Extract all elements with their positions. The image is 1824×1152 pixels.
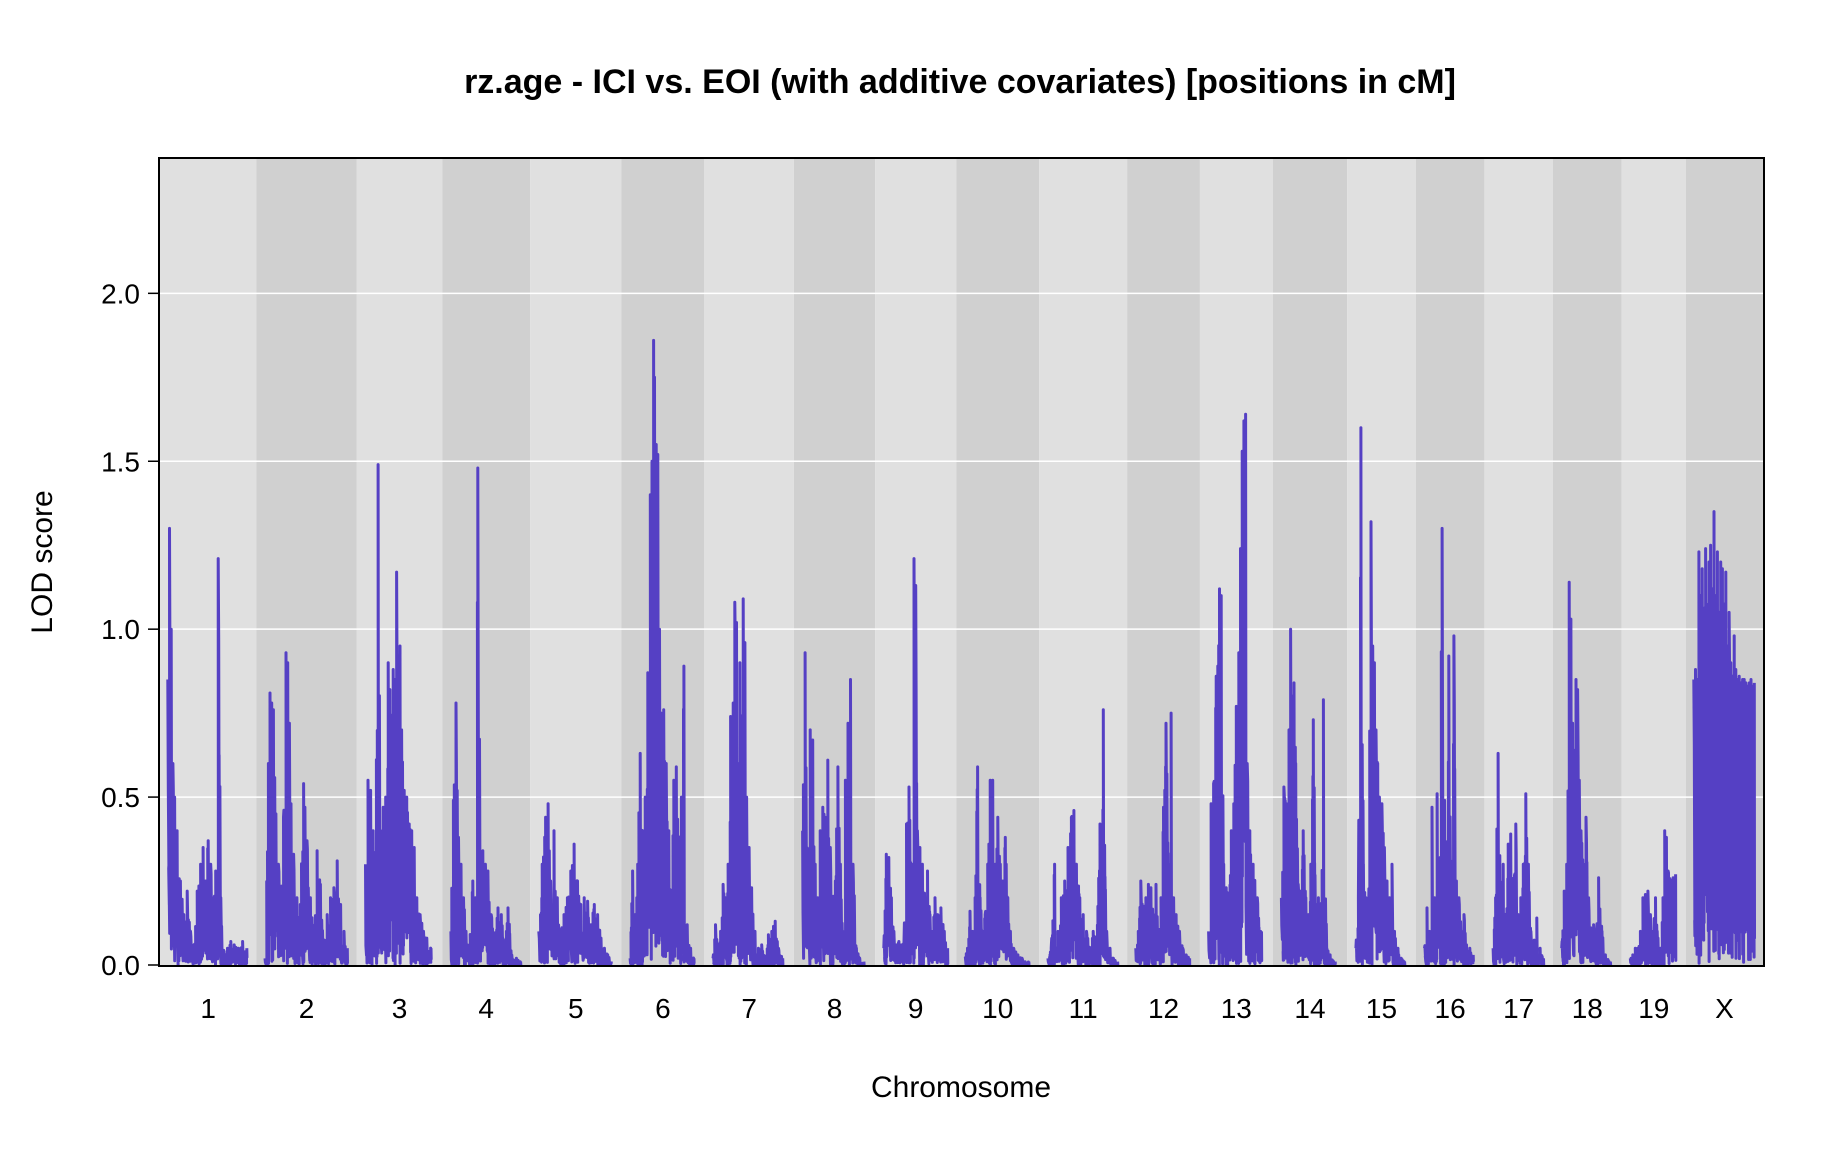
x-axis-label: Chromosome xyxy=(871,1071,1051,1104)
lod-line-chr-15 xyxy=(1354,426,1407,967)
grid-lines xyxy=(160,292,1763,798)
lod-line-chr-5 xyxy=(537,802,613,967)
lod-line-chr-14 xyxy=(1279,627,1337,967)
x-tick-label: 12 xyxy=(1148,993,1179,1024)
y-axis-label: LOD score xyxy=(26,490,59,633)
y-tick-label: 1.0 xyxy=(101,614,140,645)
lod-line-chr-16 xyxy=(1423,526,1475,967)
lod-line-chr-3 xyxy=(364,463,433,967)
x-tick-label: 11 xyxy=(1069,993,1098,1024)
chart-title: rz.age - ICI vs. EOI (with additive cova… xyxy=(464,63,1456,101)
x-tick-label: 4 xyxy=(478,993,494,1024)
chromosome-band-19 xyxy=(1621,159,1686,965)
x-tick-label: 18 xyxy=(1572,993,1603,1024)
x-tick-label: 3 xyxy=(392,993,408,1024)
x-tick-label: X xyxy=(1715,993,1734,1024)
x-tick-label: 15 xyxy=(1366,993,1397,1024)
lod-line-chr-1 xyxy=(166,526,249,967)
x-tick-label: 16 xyxy=(1435,993,1466,1024)
x-tick-label: 2 xyxy=(299,993,315,1024)
lod-series xyxy=(166,338,1756,967)
lod-line-chr-6 xyxy=(628,338,696,967)
plot-frame xyxy=(158,157,1765,967)
x-tick-label: 10 xyxy=(982,993,1013,1024)
lod-line-chr-13 xyxy=(1207,412,1264,967)
x-tick-label: 5 xyxy=(568,993,584,1024)
y-tick-label: 0.5 xyxy=(101,782,140,813)
chromosome-band-11 xyxy=(1039,159,1128,965)
x-tick-label: 8 xyxy=(827,993,843,1024)
chromosome-band-17 xyxy=(1484,159,1553,965)
lod-line-chr-10 xyxy=(963,765,1031,967)
x-tick-label: 6 xyxy=(655,993,671,1024)
lod-line-chr-4 xyxy=(449,466,523,967)
lod-line-chr-8 xyxy=(801,651,866,967)
lod-line-chr-19 xyxy=(1628,829,1678,967)
x-tick-label: 9 xyxy=(908,993,924,1024)
x-tick-label: 14 xyxy=(1294,993,1325,1024)
chromosome-band-7 xyxy=(704,159,794,965)
lod-line-chr-7 xyxy=(711,597,785,967)
lod-line-chr-17 xyxy=(1491,751,1546,967)
x-tick-label: 7 xyxy=(741,993,757,1024)
lod-line-chr-9 xyxy=(882,557,950,967)
y-tick-label: 1.5 xyxy=(101,446,140,477)
y-tick-label: 2.0 xyxy=(101,278,140,309)
y-axis: 0.0 0.5 1.0 1.5 2.0 xyxy=(101,278,160,981)
lod-line-chr-2 xyxy=(263,651,349,967)
lod-line-chr-11 xyxy=(1046,708,1120,967)
lod-line-chr-X xyxy=(1692,510,1756,965)
x-tick-label: 13 xyxy=(1221,993,1252,1024)
x-axis: 1 2 3 4 5 6 7 8 9 10 11 12 13 14 15 16 17 18 19 X xyxy=(200,993,1734,1024)
lod-line-chr-18 xyxy=(1560,580,1613,967)
x-tick-label: 1 xyxy=(200,993,216,1024)
x-tick-label: 19 xyxy=(1638,993,1669,1024)
y-tick-label: 0.0 xyxy=(101,950,140,981)
x-tick-label: 17 xyxy=(1503,993,1534,1024)
lod-line-chr-12 xyxy=(1134,711,1192,967)
